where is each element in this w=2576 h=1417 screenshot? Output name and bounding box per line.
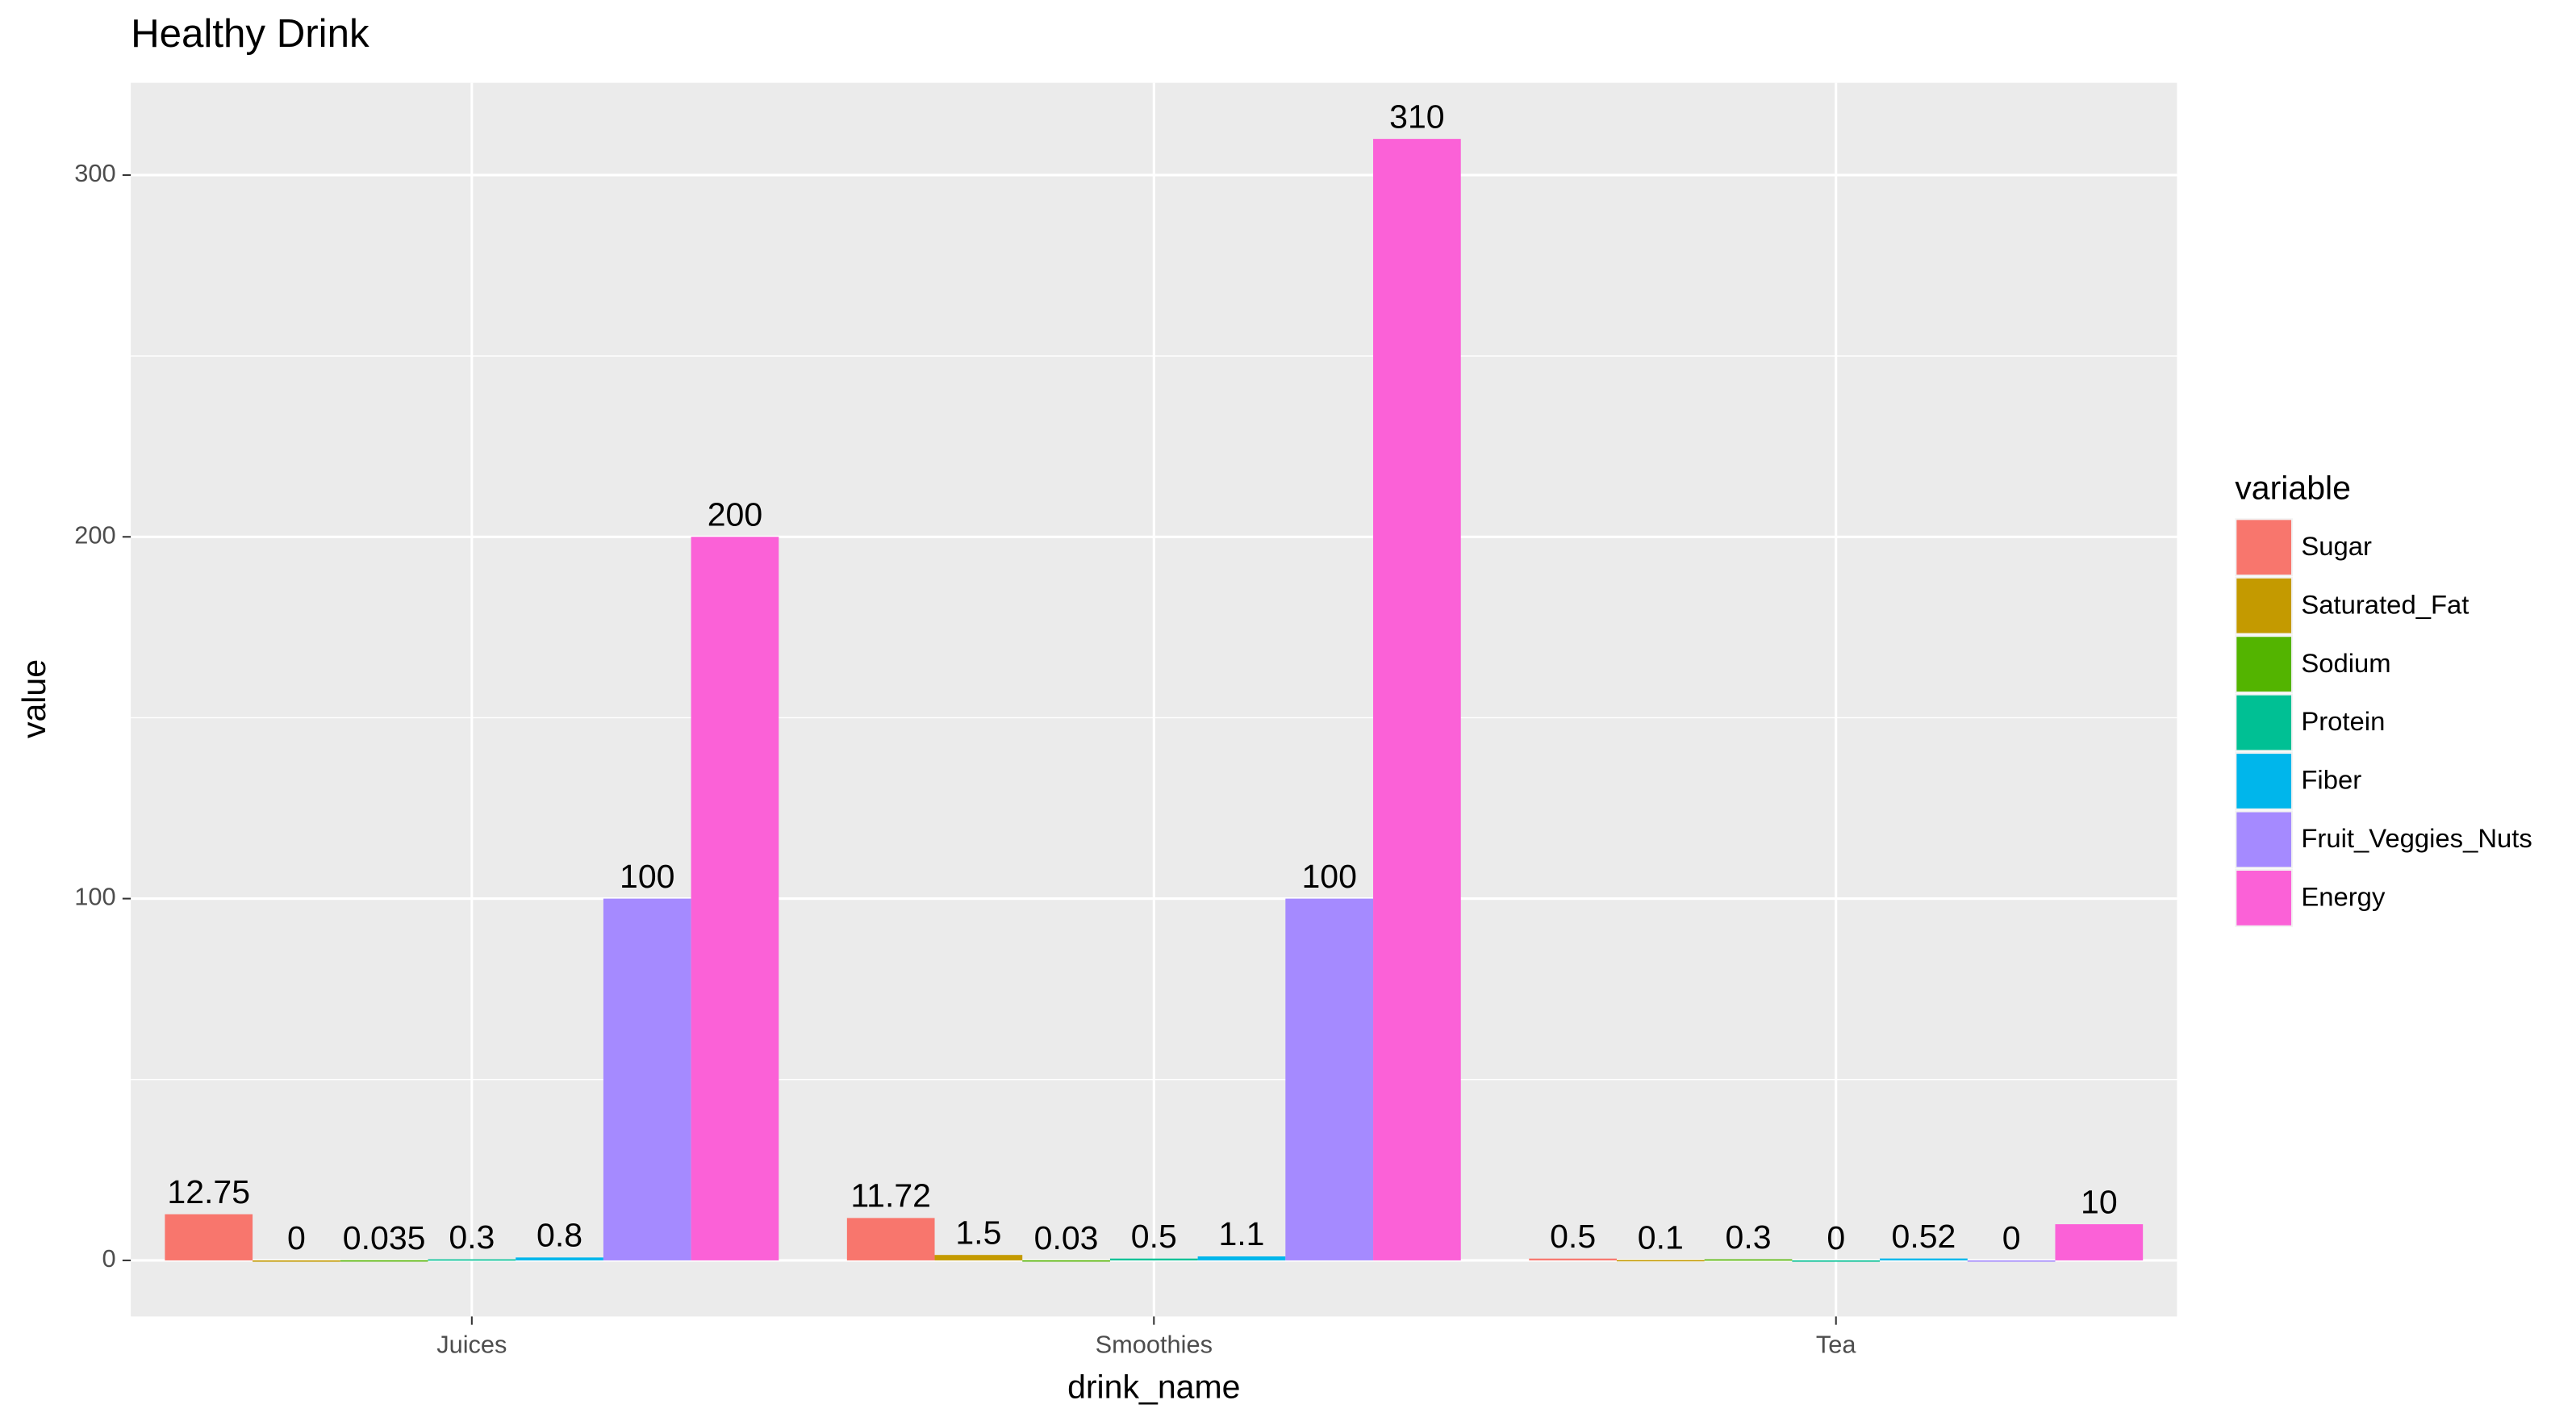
grid [131, 82, 2177, 1317]
value-label: 0.035 [343, 1219, 426, 1256]
legend-swatch [2236, 578, 2292, 633]
legend-swatch [2236, 637, 2292, 692]
legend-swatch [2236, 870, 2292, 926]
value-label: 0.8 [536, 1217, 582, 1254]
value-label: 1.5 [955, 1214, 1001, 1251]
value-label: 100 [620, 858, 674, 895]
value-label: 0.3 [449, 1218, 495, 1256]
bar [603, 898, 691, 1260]
value-label: 0.03 [1034, 1219, 1099, 1256]
value-label: 100 [1301, 858, 1356, 895]
bar [1616, 1260, 1705, 1262]
legend-swatch [2236, 520, 2292, 575]
value-label: 0 [2002, 1219, 2021, 1256]
value-label: 10 [2081, 1183, 2118, 1220]
bar [934, 1255, 1023, 1260]
bar [1109, 1258, 1198, 1260]
y-axis-title: value [15, 659, 52, 738]
chart-title: Healthy Drink [131, 11, 369, 56]
bar [1022, 1260, 1110, 1262]
value-label: 0.52 [1892, 1218, 1956, 1255]
bar [1792, 1260, 1881, 1262]
bar [691, 537, 779, 1260]
legend-label: Fiber [2301, 765, 2361, 795]
value-label: 1.1 [1218, 1215, 1264, 1252]
y-tick-label: 0 [102, 1244, 116, 1273]
legend-label: Energy [2301, 882, 2386, 912]
value-label: 310 [1389, 98, 1444, 135]
legend-label: Sugar [2301, 531, 2372, 561]
bar [1704, 1259, 1793, 1261]
y-tick-label: 300 [74, 159, 115, 187]
bar [1373, 139, 1461, 1260]
bar [428, 1259, 516, 1261]
x-tick-label: Smoothies [1096, 1330, 1213, 1358]
x-tick-label: Tea [1816, 1330, 1856, 1358]
bar [516, 1257, 603, 1260]
y-tick-label: 200 [74, 520, 115, 549]
bar [340, 1260, 428, 1262]
value-label: 11.72 [850, 1177, 931, 1214]
value-label: 200 [708, 495, 762, 533]
value-label: 12.75 [167, 1173, 250, 1210]
legend-label: Saturated_Fat [2301, 589, 2469, 619]
bar [1967, 1260, 2056, 1262]
bar [165, 1214, 253, 1260]
value-label: 0 [287, 1219, 306, 1256]
value-label: 0 [1827, 1219, 1845, 1256]
legend-swatch [2236, 812, 2292, 867]
legend-swatch [2236, 695, 2292, 750]
legend-label: Protein [2301, 706, 2385, 736]
value-label: 0.3 [1726, 1218, 1772, 1256]
value-label: 0.1 [1638, 1219, 1684, 1256]
bar [253, 1260, 340, 1262]
bar [1529, 1258, 1617, 1260]
x-axis-title: drink_name [1067, 1369, 1240, 1406]
bar [1197, 1256, 1286, 1260]
legend-swatch [2236, 754, 2292, 809]
legend-label: Sodium [2301, 648, 2390, 678]
x-tick-label: Juices [436, 1330, 507, 1358]
bar [1285, 898, 1374, 1260]
legend-title: variable [2235, 469, 2351, 506]
legend-label: Fruit_Veggies_Nuts [2301, 823, 2532, 853]
bar [1880, 1258, 1968, 1260]
bar [846, 1218, 935, 1260]
y-tick-label: 100 [74, 883, 115, 911]
value-label: 0.5 [1550, 1218, 1596, 1255]
value-label: 0.5 [1131, 1218, 1177, 1255]
bar [2055, 1224, 2144, 1260]
